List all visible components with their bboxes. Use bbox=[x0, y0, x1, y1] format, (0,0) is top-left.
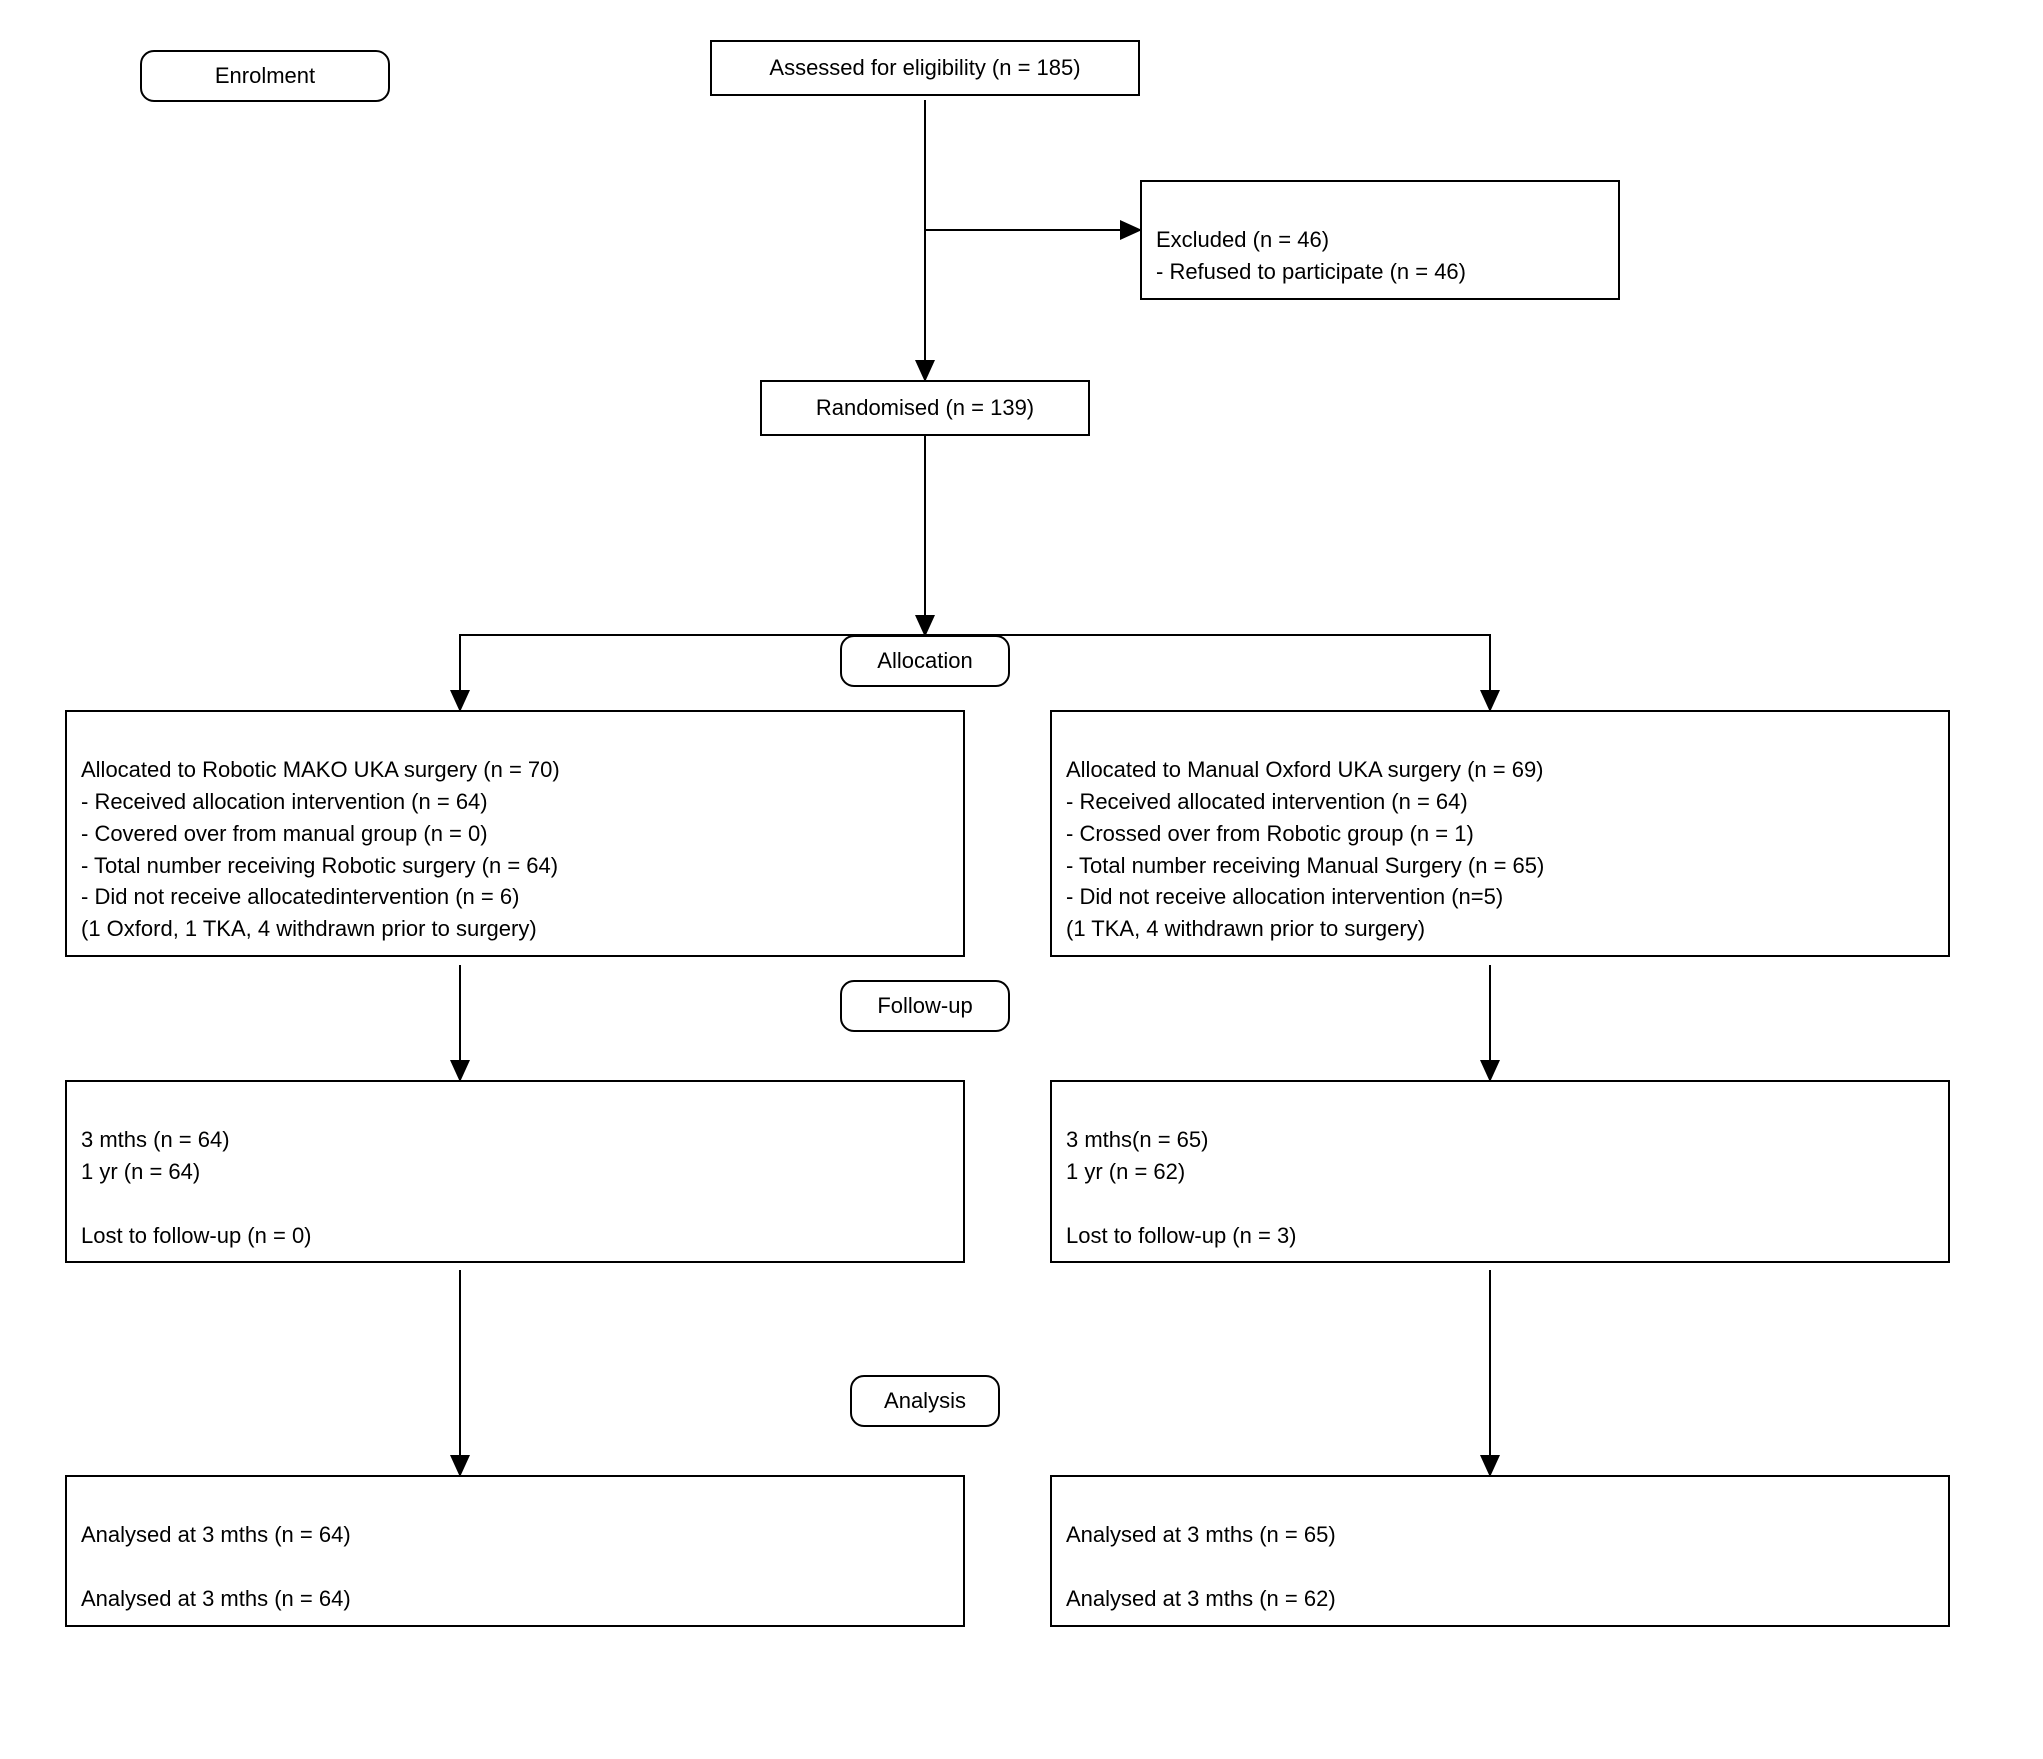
phase-enrolment-pill: Enrolment bbox=[140, 50, 390, 102]
excluded-box: Excluded (n = 46) - Refused to participa… bbox=[1140, 180, 1620, 300]
phase-followup-label: Follow-up bbox=[877, 993, 972, 1018]
phase-allocation-pill: Allocation bbox=[840, 635, 1010, 687]
phase-allocation-label: Allocation bbox=[877, 648, 972, 673]
phase-enrolment-label: Enrolment bbox=[215, 63, 315, 88]
allocation-manual-box: Allocated to Manual Oxford UKA surgery (… bbox=[1050, 710, 1950, 957]
analysis-robotic-box: Analysed at 3 mths (n = 64) Analysed at … bbox=[65, 1475, 965, 1627]
followup-manual-text: 3 mths(n = 65) 1 yr (n = 62) Lost to fol… bbox=[1066, 1127, 1297, 1248]
analysis-manual-box: Analysed at 3 mths (n = 65) Analysed at … bbox=[1050, 1475, 1950, 1627]
assessed-text: Assessed for eligibility (n = 185) bbox=[769, 55, 1080, 80]
followup-manual-box: 3 mths(n = 65) 1 yr (n = 62) Lost to fol… bbox=[1050, 1080, 1950, 1263]
phase-analysis-label: Analysis bbox=[884, 1388, 966, 1413]
allocation-robotic-text: Allocated to Robotic MAKO UKA surgery (n… bbox=[81, 757, 560, 941]
excluded-text: Excluded (n = 46) - Refused to participa… bbox=[1156, 227, 1466, 284]
analysis-robotic-text: Analysed at 3 mths (n = 64) Analysed at … bbox=[81, 1522, 351, 1611]
assessed-box: Assessed for eligibility (n = 185) bbox=[710, 40, 1140, 96]
phase-analysis-pill: Analysis bbox=[850, 1375, 1000, 1427]
randomised-text: Randomised (n = 139) bbox=[816, 395, 1034, 420]
analysis-manual-text: Analysed at 3 mths (n = 65) Analysed at … bbox=[1066, 1522, 1336, 1611]
followup-robotic-text: 3 mths (n = 64) 1 yr (n = 64) Lost to fo… bbox=[81, 1127, 312, 1248]
followup-robotic-box: 3 mths (n = 64) 1 yr (n = 64) Lost to fo… bbox=[65, 1080, 965, 1263]
phase-followup-pill: Follow-up bbox=[840, 980, 1010, 1032]
randomised-box: Randomised (n = 139) bbox=[760, 380, 1090, 436]
allocation-manual-text: Allocated to Manual Oxford UKA surgery (… bbox=[1066, 757, 1544, 941]
allocation-robotic-box: Allocated to Robotic MAKO UKA surgery (n… bbox=[65, 710, 965, 957]
